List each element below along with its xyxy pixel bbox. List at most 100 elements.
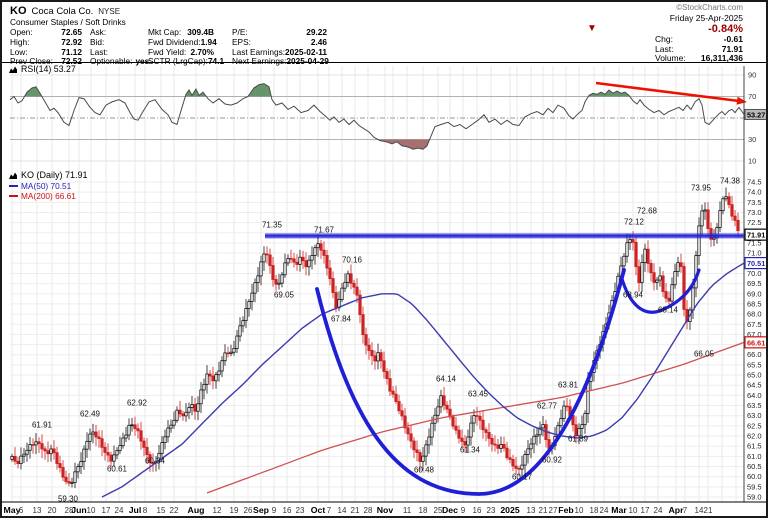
svg-text:65.0: 65.0 [747, 371, 762, 380]
quote-fwd-dividend: Fwd Dividend: 1.94 [148, 37, 217, 47]
svg-text:13: 13 [33, 506, 42, 515]
svg-text:63.81: 63.81 [558, 381, 579, 390]
svg-text:25: 25 [434, 506, 443, 515]
svg-text:24: 24 [600, 506, 609, 515]
svg-text:2025: 2025 [500, 505, 519, 515]
header-separator [2, 62, 766, 63]
chart-date: Friday 25-Apr-2025 [669, 13, 743, 23]
svg-text:72.12: 72.12 [624, 218, 645, 227]
down-triangle-icon: ▼ [587, 23, 597, 34]
annotation-overlays [265, 233, 750, 496]
quote-optionable: Optionable: yes [90, 56, 150, 66]
svg-text:61.34: 61.34 [460, 446, 481, 455]
last-row: Last: 71.91 [655, 44, 743, 54]
quote-last: Last: [90, 47, 108, 57]
svg-text:72.5: 72.5 [747, 218, 762, 227]
exchange-label: NYSE [98, 7, 121, 16]
svg-text:21: 21 [539, 506, 548, 515]
percent-change: -0.84% [708, 23, 743, 35]
percent-change-row: ▼ -0.84% [587, 23, 743, 35]
quote-high: High: 72.92 [10, 37, 82, 47]
svg-text:63.45: 63.45 [468, 390, 489, 399]
company-name: Coca Cola Co. [31, 6, 94, 17]
svg-text:65.5: 65.5 [747, 360, 762, 369]
ma50-line-swatch [9, 185, 18, 187]
svg-text:71.5: 71.5 [747, 238, 762, 247]
svg-text:72.68: 72.68 [637, 207, 658, 216]
svg-text:60.5: 60.5 [747, 462, 762, 471]
svg-text:60.92: 60.92 [542, 456, 563, 465]
svg-text:71.35: 71.35 [262, 221, 283, 230]
quote-open: Open: 72.65 [10, 27, 82, 37]
svg-text:11: 11 [403, 506, 412, 515]
svg-text:63.5: 63.5 [747, 401, 762, 410]
svg-text:23: 23 [487, 506, 496, 515]
svg-text:21: 21 [704, 506, 713, 515]
quote-low: Low: 71.12 [10, 47, 82, 57]
svg-text:73.95: 73.95 [691, 184, 712, 193]
svg-text:60.34: 60.34 [145, 457, 166, 466]
svg-text:Jun: Jun [71, 505, 86, 515]
quote-last-earnings: Last Earnings: 2025-02-11 [232, 47, 328, 57]
svg-text:19: 19 [230, 506, 239, 515]
svg-text:67.5: 67.5 [747, 320, 762, 329]
svg-text:7: 7 [327, 506, 332, 515]
svg-text:18: 18 [419, 506, 428, 515]
svg-text:23: 23 [296, 506, 305, 515]
ma200-line-swatch [9, 195, 18, 197]
svg-text:73.5: 73.5 [747, 198, 762, 207]
svg-text:69.0: 69.0 [747, 289, 762, 298]
svg-text:9: 9 [461, 506, 466, 515]
svg-text:62.77: 62.77 [537, 402, 558, 411]
handle-curve [620, 268, 701, 314]
quote-fwd-yield: Fwd Yield: 2.70% [148, 47, 214, 57]
svg-text:71.67: 71.67 [314, 226, 335, 235]
svg-text:24: 24 [115, 506, 124, 515]
quote-sctr: SCTR (LrgCap): 74.1 [148, 56, 225, 66]
svg-text:Nov: Nov [377, 505, 394, 515]
svg-text:28: 28 [364, 506, 373, 515]
rsi-legend: RSI(14) 53.27 [9, 64, 76, 74]
svg-text:10: 10 [87, 506, 96, 515]
svg-text:68.14: 68.14 [658, 306, 679, 315]
svg-text:May: May [4, 505, 21, 515]
svg-text:22: 22 [170, 506, 179, 515]
svg-text:17: 17 [102, 506, 111, 515]
ma200-legend: MA(200) 66.61 [9, 191, 76, 201]
svg-text:26: 26 [244, 506, 253, 515]
svg-text:64.5: 64.5 [747, 381, 762, 390]
svg-text:73.0: 73.0 [747, 208, 762, 217]
svg-text:74.38: 74.38 [720, 177, 741, 186]
volume-row: Volume: 16,311,436 [655, 53, 743, 63]
svg-text:62.5: 62.5 [747, 421, 762, 430]
svg-text:8: 8 [143, 506, 148, 515]
svg-text:53.27: 53.27 [747, 110, 765, 119]
quote-pe: P/E: 29.22 [232, 27, 327, 37]
svg-text:70: 70 [748, 92, 756, 101]
svg-text:60.0: 60.0 [747, 472, 762, 481]
ma200-legend-label: MA(200) 66.61 [21, 191, 76, 201]
svg-text:18: 18 [590, 506, 599, 515]
svg-text:28: 28 [65, 506, 74, 515]
svg-text:61.91: 61.91 [32, 421, 53, 430]
svg-text:71.91: 71.91 [747, 231, 765, 240]
svg-text:Jul: Jul [129, 505, 142, 515]
svg-text:13: 13 [527, 506, 536, 515]
ma200-line [206, 341, 745, 494]
svg-text:6: 6 [19, 506, 24, 515]
svg-text:59.5: 59.5 [747, 482, 762, 491]
quote-mkt-cap: Mkt Cap: 309.4B [148, 27, 214, 37]
svg-text:24: 24 [654, 506, 663, 515]
svg-text:64.0: 64.0 [747, 391, 762, 400]
svg-text:70.16: 70.16 [342, 256, 363, 265]
ticker-symbol: KO [10, 5, 27, 17]
svg-text:63.0: 63.0 [747, 411, 762, 420]
cup-curve [315, 268, 626, 496]
ma50-line [101, 262, 745, 498]
svg-text:66.0: 66.0 [747, 350, 762, 359]
svg-text:74.0: 74.0 [747, 188, 762, 197]
ma50-legend-label: MA(50) 70.51 [21, 181, 72, 191]
quote-ask: Ask: [90, 27, 107, 37]
